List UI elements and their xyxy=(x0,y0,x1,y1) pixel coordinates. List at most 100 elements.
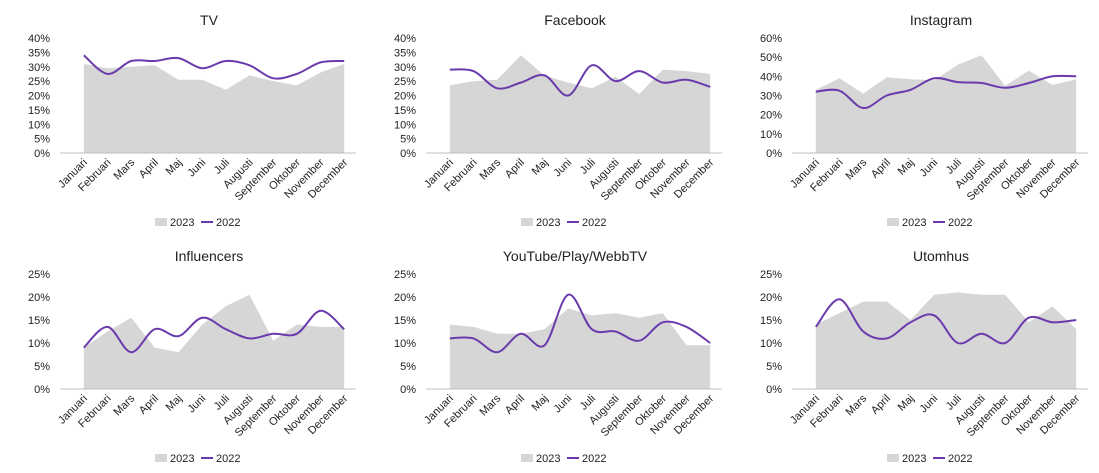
y-tick-label: 25% xyxy=(28,76,50,88)
y-tick-label: 25% xyxy=(394,76,416,88)
y-tick-label: 5% xyxy=(34,361,50,373)
legend-label-2022: 2022 xyxy=(216,453,240,465)
chart-facebook: Facebook0%5%10%15%20%25%30%35%40%Januari… xyxy=(394,12,722,229)
legend-swatch-2023 xyxy=(521,218,533,226)
chart-title: YouTube/Play/WebbTV xyxy=(503,248,648,264)
legend-label-2023: 2023 xyxy=(170,453,194,465)
legend-label-2022: 2022 xyxy=(216,217,240,229)
y-tick-label: 20% xyxy=(394,292,416,304)
y-tick-label: 15% xyxy=(394,315,416,327)
y-tick-label: 5% xyxy=(34,134,50,146)
x-tick-label: Maj xyxy=(164,393,185,414)
x-tick-label: Mars xyxy=(112,392,138,418)
legend-label-2022: 2022 xyxy=(582,453,606,465)
x-tick-label: April xyxy=(503,393,527,417)
y-tick-label: 10% xyxy=(394,338,416,350)
series-area-2023 xyxy=(815,292,1077,389)
y-tick-label: 30% xyxy=(394,62,416,74)
y-tick-label: 10% xyxy=(394,119,416,131)
y-tick-label: 30% xyxy=(760,91,782,103)
chart-title: Facebook xyxy=(544,12,606,28)
x-tick-label: Maj xyxy=(896,393,917,414)
series-line-2022 xyxy=(815,298,1077,345)
y-tick-label: 15% xyxy=(28,315,50,327)
x-tick-label: April xyxy=(503,157,527,181)
y-tick-label: 15% xyxy=(28,105,50,117)
x-tick-label: Juni xyxy=(186,393,209,416)
x-tick-label: Mars xyxy=(844,156,870,182)
legend-label-2023: 2023 xyxy=(536,217,560,229)
legend-label-2023: 2023 xyxy=(902,217,926,229)
y-tick-label: 10% xyxy=(28,119,50,131)
series-line-2022 xyxy=(83,309,345,354)
series-area-2023 xyxy=(449,55,711,153)
y-tick-label: 20% xyxy=(394,91,416,103)
x-tick-label: Juni xyxy=(552,393,575,416)
x-tick-label: Mars xyxy=(112,156,138,182)
x-tick-label: Juni xyxy=(186,157,209,180)
chart-title: TV xyxy=(200,12,219,28)
y-tick-label: 35% xyxy=(28,47,50,59)
y-tick-label: 0% xyxy=(400,384,416,396)
y-tick-label: 20% xyxy=(28,292,50,304)
chart-title: Influencers xyxy=(175,248,243,264)
y-tick-label: 10% xyxy=(760,338,782,350)
legend-label-2023: 2023 xyxy=(902,453,926,465)
x-tick-label: April xyxy=(137,393,161,417)
series-line-2022 xyxy=(449,293,711,354)
series-area-2023 xyxy=(83,294,345,389)
y-tick-label: 0% xyxy=(766,148,782,160)
legend-label-2022: 2022 xyxy=(582,217,606,229)
legend-swatch-2023 xyxy=(887,454,899,462)
legend-swatch-2023 xyxy=(887,218,899,226)
x-tick-label: April xyxy=(869,393,893,417)
x-tick-label: Mars xyxy=(844,392,870,418)
y-tick-label: 0% xyxy=(34,384,50,396)
y-tick-label: 60% xyxy=(760,33,782,45)
y-tick-label: 10% xyxy=(28,338,50,350)
chart-title: Instagram xyxy=(910,12,972,28)
y-tick-label: 25% xyxy=(394,269,416,281)
y-tick-label: 0% xyxy=(766,384,782,396)
series-line-2022 xyxy=(83,54,345,80)
y-tick-label: 0% xyxy=(400,148,416,160)
x-tick-label: Maj xyxy=(164,157,185,178)
legend-swatch-2023 xyxy=(155,218,167,226)
y-tick-label: 40% xyxy=(760,71,782,83)
legend-label-2023: 2023 xyxy=(536,453,560,465)
y-tick-label: 35% xyxy=(394,47,416,59)
chart-instagram: Instagram0%10%20%30%40%50%60%JanuariFebr… xyxy=(760,12,1088,229)
y-tick-label: 5% xyxy=(766,361,782,373)
y-tick-label: 15% xyxy=(394,105,416,117)
legend-label-2022: 2022 xyxy=(948,453,972,465)
series-line-2022 xyxy=(449,64,711,97)
legend-swatch-2023 xyxy=(521,454,533,462)
series-line-2022 xyxy=(815,74,1077,110)
y-tick-label: 5% xyxy=(400,134,416,146)
x-tick-label: April xyxy=(869,157,893,181)
series-area-2023 xyxy=(815,55,1077,153)
legend-label-2022: 2022 xyxy=(948,217,972,229)
x-tick-label: Maj xyxy=(530,157,551,178)
x-tick-label: Maj xyxy=(530,393,551,414)
x-tick-label: Juni xyxy=(552,157,575,180)
y-tick-label: 0% xyxy=(34,148,50,160)
y-tick-label: 30% xyxy=(28,62,50,74)
y-tick-label: 20% xyxy=(28,91,50,103)
x-tick-label: Maj xyxy=(896,157,917,178)
y-tick-label: 10% xyxy=(760,129,782,141)
x-tick-label: Mars xyxy=(478,392,504,418)
chart-title: Utomhus xyxy=(913,248,969,264)
y-tick-label: 50% xyxy=(760,52,782,64)
y-tick-label: 5% xyxy=(400,361,416,373)
x-tick-label: Juni xyxy=(918,393,941,416)
chart-utomhus: Utomhus0%5%10%15%20%25%JanuariFebruariMa… xyxy=(760,248,1088,465)
series-area-2023 xyxy=(83,63,345,153)
y-tick-label: 25% xyxy=(28,269,50,281)
series-area-2023 xyxy=(449,308,711,389)
y-tick-label: 20% xyxy=(760,110,782,122)
legend-swatch-2023 xyxy=(155,454,167,462)
y-tick-label: 40% xyxy=(394,33,416,45)
y-tick-label: 15% xyxy=(760,315,782,327)
